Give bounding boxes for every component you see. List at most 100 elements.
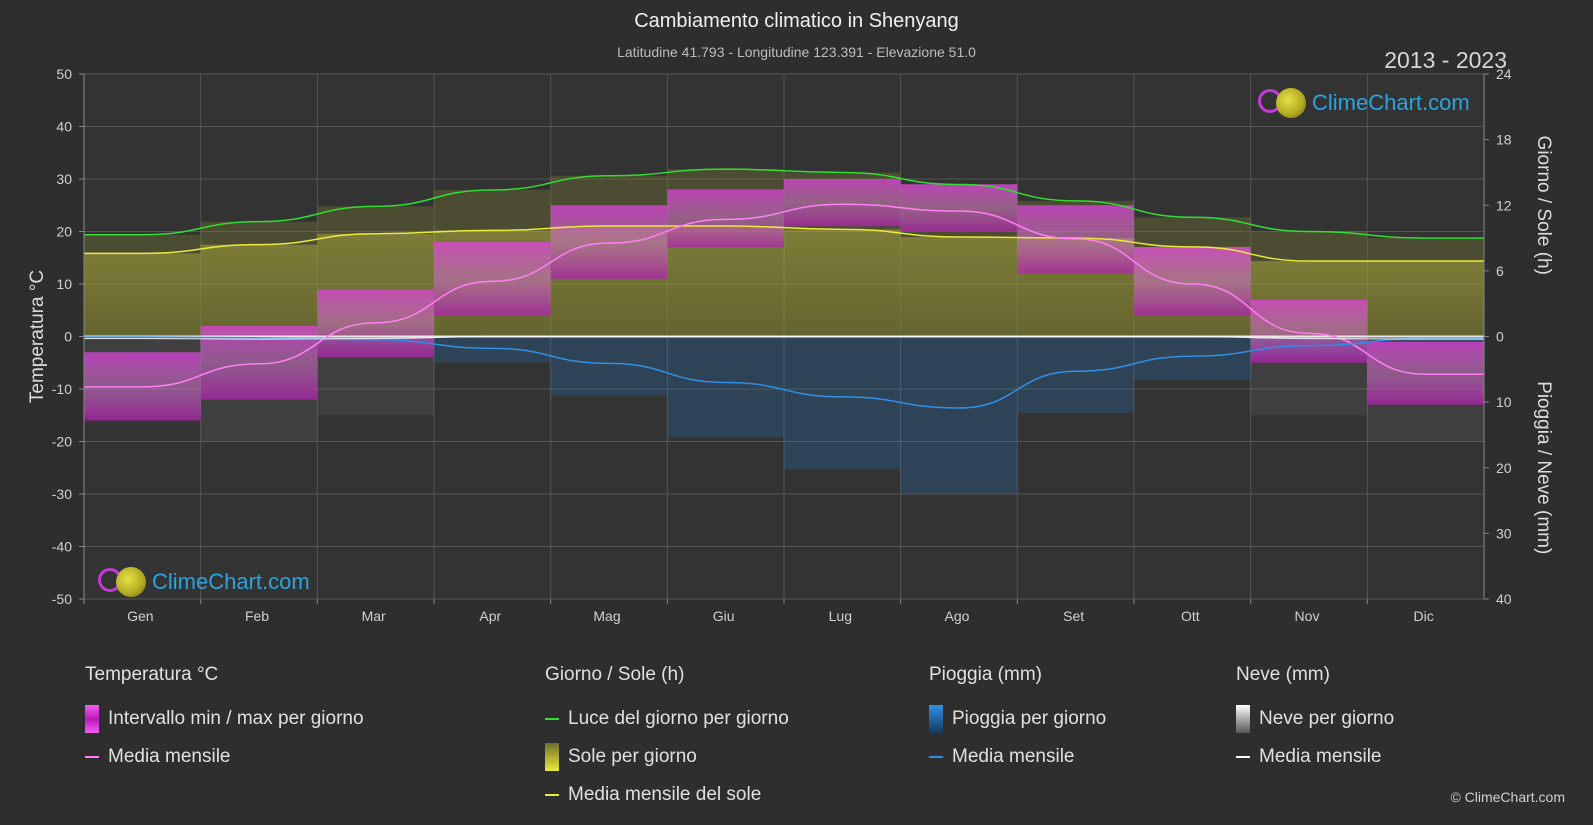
rain-bar	[900, 336, 1018, 494]
legend-temperature: Temperatura °C Intervallo min / max per …	[85, 664, 364, 776]
legend-item: Pioggia per giorno	[929, 700, 1106, 738]
month-label: Gen	[127, 608, 153, 624]
rain-bar	[667, 336, 784, 438]
swatch-daylight	[545, 718, 559, 720]
tick-label-right: 24	[1496, 66, 1512, 82]
legend-label: Media mensile	[952, 746, 1075, 767]
tick-label-left: 20	[56, 224, 72, 240]
tick-label-left: 50	[56, 66, 72, 82]
month-label: Lug	[829, 608, 852, 624]
month-label: Nov	[1295, 608, 1320, 624]
sunshine-bar	[200, 244, 318, 337]
rain-bar	[1017, 336, 1134, 414]
legend-label: Intervallo min / max per giorno	[108, 708, 364, 729]
chart-subtitle: Latitudine 41.793 - Longitudine 123.391 …	[617, 44, 976, 60]
tick-label-left: -50	[52, 591, 72, 607]
climechart-logo-icon	[1256, 86, 1308, 120]
month-label: Set	[1063, 608, 1084, 624]
swatch-sunshine	[545, 743, 559, 771]
climechart-logo-icon	[96, 565, 148, 599]
month-label: Feb	[245, 608, 269, 624]
rain-bar	[550, 336, 668, 396]
tick-label-left: 30	[56, 171, 72, 187]
sunshine-range-bar	[84, 234, 201, 254]
tick-label-right: 6	[1496, 263, 1504, 279]
daylight-line	[84, 168, 1484, 239]
swatch-temp-range	[85, 705, 99, 733]
right-top-axis-title: Giorno / Sole (h)	[1533, 136, 1554, 275]
chart-title: Cambiamento climatico in Shenyang	[634, 10, 959, 32]
sunshine-bar	[84, 253, 201, 337]
temp-range-bar	[1367, 341, 1484, 405]
left-axis-title: Temperatura °C	[27, 270, 48, 403]
tick-label-left: 10	[56, 276, 72, 292]
tick-label-left: 0	[64, 329, 72, 345]
swatch-rain	[929, 705, 943, 733]
legend-item: Sole per giorno	[545, 738, 789, 776]
tick-label-left: -20	[52, 434, 72, 450]
rain-bar	[784, 336, 901, 470]
legend-title: Giorno / Sole (h)	[545, 664, 685, 685]
legend-label: Sole per giorno	[568, 746, 697, 767]
temp-range-bar	[434, 242, 551, 316]
legend-label: Media mensile	[108, 746, 231, 767]
sunshine-range-bar	[1250, 231, 1368, 262]
tick-label-right: 20	[1496, 460, 1512, 476]
month-label: Ott	[1181, 608, 1200, 624]
legend-day-sun: Giorno / Sole (h) Luce del giorno per gi…	[545, 664, 789, 814]
legend-label: Media mensile del sole	[568, 784, 762, 805]
legend-title: Temperatura °C	[85, 664, 219, 685]
tick-label-right: 10	[1496, 394, 1512, 410]
tick-label-left: 40	[56, 119, 72, 135]
temp-range-bar	[1250, 299, 1368, 363]
swatch-snow-mean	[1236, 756, 1250, 758]
legend-item: Media mensile del sole	[545, 776, 789, 814]
legend-label: Luce del giorno per giorno	[568, 708, 789, 729]
swatch-snow	[1236, 705, 1250, 733]
logo-bottom[interactable]: ClimeChart.com	[96, 565, 310, 599]
legend-item: Intervallo min / max per giorno	[85, 700, 364, 738]
tick-label-right: 40	[1496, 591, 1512, 607]
month-label: Mag	[593, 608, 620, 624]
temp-mean-line	[83, 203, 1484, 388]
legend-title: Pioggia (mm)	[929, 664, 1042, 685]
month-label: Mar	[362, 608, 386, 624]
sun-mean-line	[83, 225, 1484, 262]
temp-range-bar	[784, 179, 901, 227]
temp-range-bar	[667, 189, 784, 248]
logo-text: ClimeChart.com	[152, 569, 310, 594]
right-bottom-axis-title: Pioggia / Neve (mm)	[1533, 381, 1554, 554]
legend-snow: Neve (mm) Neve per giorno Media mensile	[1236, 664, 1394, 776]
year-range: 2013 - 2023	[1384, 47, 1507, 73]
copyright: © ClimeChart.com	[1450, 789, 1565, 805]
legend-label: Pioggia per giorno	[952, 708, 1107, 729]
sunshine-range-bar	[1367, 238, 1484, 262]
temp-range-bar	[1134, 247, 1251, 316]
sunshine-bar	[784, 229, 901, 337]
month-label: Ago	[945, 608, 970, 624]
tick-label-left: -10	[52, 381, 72, 397]
swatch-temp-mean	[85, 756, 99, 758]
sunshine-range-bar	[317, 206, 434, 234]
swatch-rain-mean	[929, 756, 943, 758]
sunshine-bar	[1367, 261, 1484, 337]
legend-rain: Pioggia (mm) Pioggia per giorno Media me…	[929, 664, 1106, 776]
rain-bar	[1134, 336, 1251, 380]
tick-label-left: -30	[52, 486, 72, 502]
legend-item: Media mensile	[1236, 738, 1394, 776]
tick-label-right: 18	[1496, 132, 1512, 148]
legend-item: Luce del giorno per giorno	[545, 700, 789, 738]
tick-label-right: 0	[1496, 329, 1504, 345]
rain-bar	[434, 336, 551, 363]
swatch-sun-mean	[545, 794, 559, 796]
legend-item: Media mensile	[85, 738, 364, 776]
legend-item: Neve per giorno	[1236, 700, 1394, 738]
legend-item: Media mensile	[929, 738, 1106, 776]
tick-label-right: 30	[1496, 525, 1512, 541]
temp-range-bar	[900, 184, 1018, 232]
logo-top[interactable]: ClimeChart.com	[1256, 86, 1470, 120]
legend-label: Neve per giorno	[1259, 708, 1395, 729]
month-label: Dic	[1414, 608, 1434, 624]
snow-mean-line	[83, 335, 1484, 340]
